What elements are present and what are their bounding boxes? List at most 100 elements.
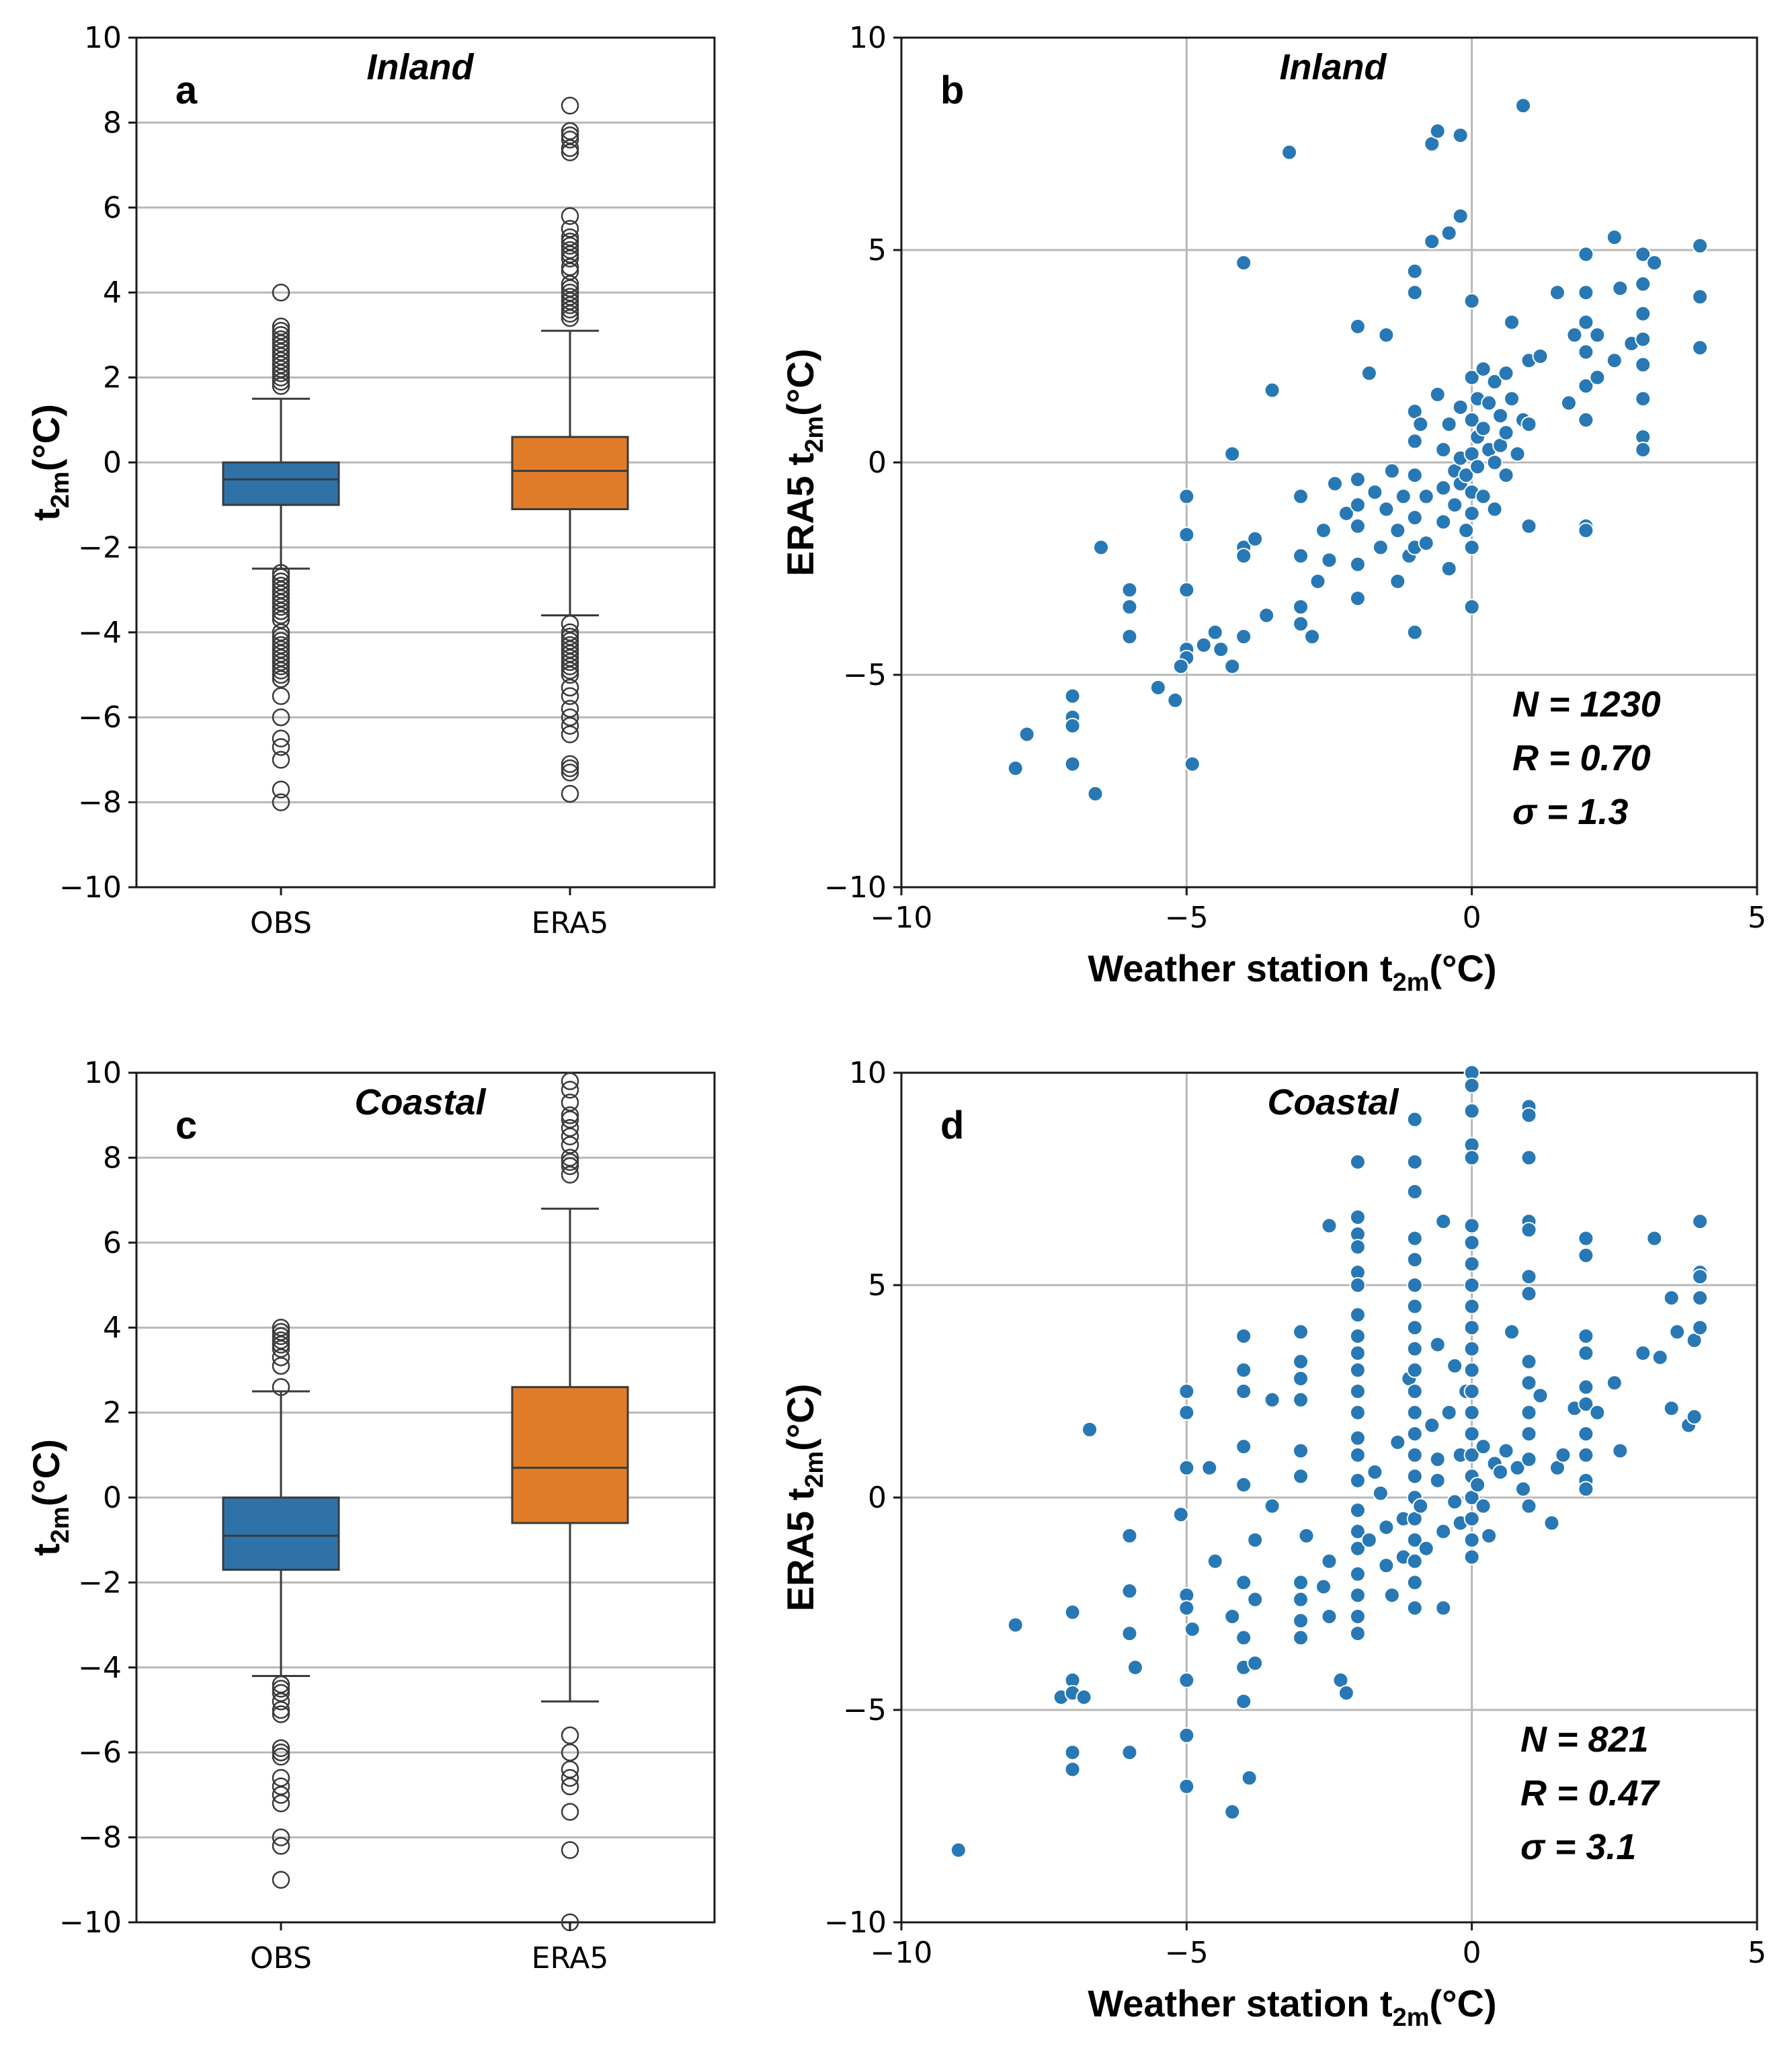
scatter-point [1532,1387,1549,1404]
scatter-point [1349,1540,1366,1557]
scatter-point [1349,1307,1366,1323]
scatter-point [1293,1612,1309,1629]
scatter-point [1293,1323,1309,1340]
scatter-point [1447,497,1463,514]
scatter-point [1321,1553,1338,1569]
scatter-point [1378,1519,1395,1536]
tick-label-x: 0 [1463,1936,1481,1970]
tick-label-y: 0 [103,1481,122,1515]
outlier-point [272,577,290,595]
scatter-point [1406,1600,1423,1617]
outlier-point [561,708,579,727]
scatter-point [1469,1477,1486,1493]
outlier-point [561,653,579,671]
outlier-point [272,368,290,386]
scatter-point [1406,1362,1423,1379]
scatter-point [1458,466,1475,483]
x-axis-label-unit: (°C) [1430,947,1497,989]
outlier-point [272,1836,290,1855]
scatter-point [1520,1149,1537,1166]
scatter-point [1406,433,1423,450]
outlier-point [561,292,579,311]
tick-label-x: 5 [1748,1936,1766,1970]
scatter-point [1349,1239,1366,1256]
scatter-point [1498,424,1514,441]
scatter-point [1543,1514,1560,1531]
tick-label-y: −6 [78,700,122,735]
scatter-point [1293,598,1309,615]
scatter-point [1372,1485,1389,1502]
scatter-point [1692,339,1709,356]
scatter-point [1429,1472,1446,1489]
outlier-point [561,1153,579,1171]
scatter-point [1149,679,1166,696]
scatter-point [1235,548,1252,565]
outlier-point [272,751,290,769]
tick-label-x: OBS [250,1941,312,1975]
outlier-point [272,645,290,663]
panel-title: Coastal [354,1082,486,1122]
scatter-point [1646,1230,1663,1247]
outlier-point [561,309,579,327]
outlier-point [272,1348,290,1366]
scatter-point [1264,1391,1280,1408]
scatter-point [1349,1523,1366,1540]
outlier-point [561,1803,579,1821]
scatter-point [1064,1604,1081,1621]
outlier-point [561,1165,579,1184]
outlier-point [272,632,290,650]
outlier-point [561,279,579,298]
tick-label-y: 8 [103,1141,122,1175]
tick-label-y: 2 [103,361,122,395]
outlier-point [561,1157,579,1176]
scatter-point [1463,505,1480,522]
scatter-point [1349,556,1366,573]
outlier-point [561,645,579,663]
scatter-point [1515,97,1532,114]
scatter-point [1087,785,1104,802]
y-axis-label-unit: (°C) [25,1439,67,1506]
tick-label-y: 5 [868,233,887,268]
scatter-point [1429,1451,1446,1468]
outlier-point [561,764,579,782]
outlier-point [272,708,290,727]
outlier-point [561,1768,579,1787]
scatter-point [1349,1345,1366,1362]
scatter-point [1406,509,1423,526]
scatter-point [1435,1600,1452,1617]
scatter-point [1652,1349,1668,1366]
outlier-point [272,376,290,395]
scatter-point [1360,1532,1377,1549]
panel-c-box-coastal: 10 8 6 4 2 0 −2 −4 −6 −8 −10 OBS ERA5 c Coastal t2m(°C) [25,1056,716,1975]
scatter-point [1315,1578,1332,1595]
scatter-point [1224,1803,1241,1820]
panel-letter: b [940,69,964,112]
scatter-point [1418,1540,1434,1557]
scatter-point [1635,305,1652,322]
outlier-point [272,1777,290,1796]
scatter-point [1486,454,1503,470]
scatter-point [1406,263,1423,280]
outlier-point [272,665,290,684]
y-axis-label-unit: (°C) [25,404,67,471]
tick-label-y: −8 [78,1821,122,1855]
outlier-point [561,1726,579,1745]
outlier-point [561,614,579,633]
scatter-point [1338,1684,1354,1701]
outlier-point [561,288,579,306]
scatter-point [1293,616,1309,632]
scatter-point [1463,1298,1480,1315]
scatter-point [1389,522,1406,539]
outlier-point [272,1768,290,1787]
scatter-point [1121,598,1138,615]
tick-label-x: −10 [870,1936,933,1970]
scatter-point [1224,446,1241,462]
scatter-point [1293,1353,1309,1370]
outlier-point [561,632,579,650]
y-axis-label: ERA5 t2m(°C) [779,1384,829,1612]
scatter-point [1247,530,1264,547]
outlier-point [272,780,290,799]
scatter-point [1349,1446,1366,1463]
scatter-point [1349,1502,1366,1518]
scatter-point [1406,1446,1423,1463]
